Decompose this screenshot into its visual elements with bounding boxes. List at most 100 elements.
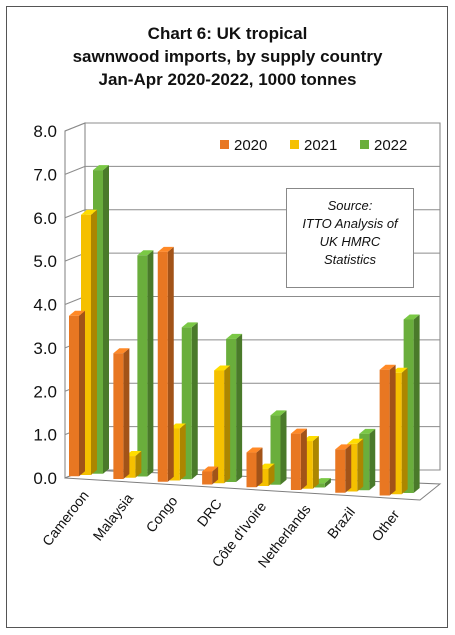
- bar-top: [157, 246, 174, 252]
- bar-top: [270, 410, 287, 416]
- legend-label: 2021: [304, 137, 337, 154]
- bar: [270, 415, 281, 485]
- bar: [258, 468, 269, 486]
- bar-side: [135, 451, 142, 478]
- bar: [157, 251, 168, 482]
- bar-top: [335, 444, 352, 450]
- bar-side: [91, 209, 97, 475]
- bar-side: [147, 250, 154, 477]
- bar-side: [212, 466, 219, 485]
- bar-top: [181, 322, 198, 328]
- bar-side: [256, 447, 263, 488]
- chart-title: Chart 6: UK tropical sawnwood imports, b…: [0, 22, 455, 91]
- bar-top: [403, 314, 420, 320]
- bar-top: [113, 348, 130, 354]
- y-tick-label: 3.0: [33, 339, 57, 358]
- bars-layer: [69, 165, 420, 496]
- y-tick-label: 5.0: [33, 252, 57, 271]
- bar: [403, 319, 414, 493]
- source-line-4: Statistics: [323, 252, 376, 267]
- x-tick-label: Malaysia: [90, 490, 137, 544]
- bar-top: [81, 209, 97, 215]
- gridline-side: [64, 122, 86, 132]
- chart-title-line-2: sawnwood imports, by supply country: [72, 47, 383, 66]
- bar: [137, 255, 148, 477]
- y-tick-label: 0.0: [33, 469, 57, 488]
- source-line-2: ITTO Analysis of: [302, 216, 398, 231]
- legend-label: 2020: [234, 137, 267, 154]
- bar-top: [290, 428, 307, 434]
- bar: [359, 433, 370, 491]
- bar: [69, 315, 79, 477]
- bar-side: [103, 165, 109, 474]
- x-tick-label: DRC: [194, 496, 225, 530]
- bar: [379, 369, 390, 496]
- bar-top: [246, 447, 263, 453]
- legend-swatch: [290, 140, 299, 149]
- gridline-side: [64, 165, 86, 175]
- y-tick-label: 1.0: [33, 426, 57, 445]
- source-line-3: UK HMRC: [319, 234, 381, 249]
- y-tick-label: 6.0: [33, 209, 57, 228]
- y-tick-label: 7.0: [33, 165, 57, 184]
- source-note: Source: ITTO Analysis of UK HMRC Statist…: [286, 188, 414, 288]
- y-axis: 0.0 1.0 2.0 3.0 4.0 5.0 6.0 7.0 8.0: [33, 122, 57, 488]
- bar-top: [359, 428, 376, 434]
- bar-side: [389, 364, 396, 496]
- bar: [290, 433, 301, 490]
- legend-label: 2022: [374, 137, 407, 154]
- bar-side: [179, 423, 186, 481]
- chart-title-line-1: Chart 6: UK tropical: [147, 24, 308, 43]
- bar: [202, 471, 213, 485]
- bar-side: [345, 444, 352, 493]
- x-tick-label: Congo: [143, 493, 181, 536]
- x-tick-label: Brazil: [324, 504, 358, 541]
- bar-side: [123, 348, 130, 479]
- x-tick-label: Other: [368, 506, 402, 544]
- legend-swatch: [220, 140, 229, 149]
- bar: [226, 338, 237, 482]
- bar: [335, 449, 346, 493]
- bar: [314, 483, 325, 488]
- bar-side: [191, 322, 198, 480]
- bar-side: [224, 365, 231, 484]
- bar-side: [280, 410, 287, 485]
- bar-side: [268, 463, 275, 486]
- bar: [169, 428, 180, 481]
- bar: [93, 170, 103, 474]
- chart-title-line-3: Jan-Apr 2020-2022, 1000 tonnes: [98, 70, 357, 89]
- y-tick-label: 4.0: [33, 296, 57, 315]
- bar-side: [312, 436, 319, 489]
- bar-top: [226, 333, 243, 339]
- bar: [125, 456, 136, 478]
- bar: [246, 452, 257, 488]
- bar: [81, 214, 91, 475]
- bar-side: [167, 246, 174, 482]
- bar-side: [300, 428, 307, 490]
- bar-top: [214, 365, 231, 371]
- bar-top: [93, 165, 109, 171]
- bar: [391, 372, 402, 495]
- bar-side: [236, 333, 243, 482]
- bar-side: [357, 438, 364, 492]
- y-tick-label: 8.0: [33, 122, 57, 141]
- bar-top: [202, 466, 219, 472]
- bar-side: [324, 478, 331, 488]
- bar-top: [137, 250, 154, 256]
- bar: [113, 353, 124, 479]
- bar-top: [69, 310, 85, 316]
- x-tick-label: Cameroon: [39, 488, 92, 549]
- bar: [347, 443, 358, 492]
- bar: [302, 441, 313, 489]
- source-line-1: Source:: [327, 198, 373, 213]
- y-tick-label: 2.0: [33, 382, 57, 401]
- bar-top: [347, 438, 364, 444]
- bar-side: [79, 310, 85, 477]
- bar-side: [401, 367, 408, 495]
- gridline-side: [64, 209, 86, 219]
- legend: 2020 2021 2022: [220, 137, 407, 154]
- bar: [214, 370, 225, 484]
- legend-swatch: [360, 140, 369, 149]
